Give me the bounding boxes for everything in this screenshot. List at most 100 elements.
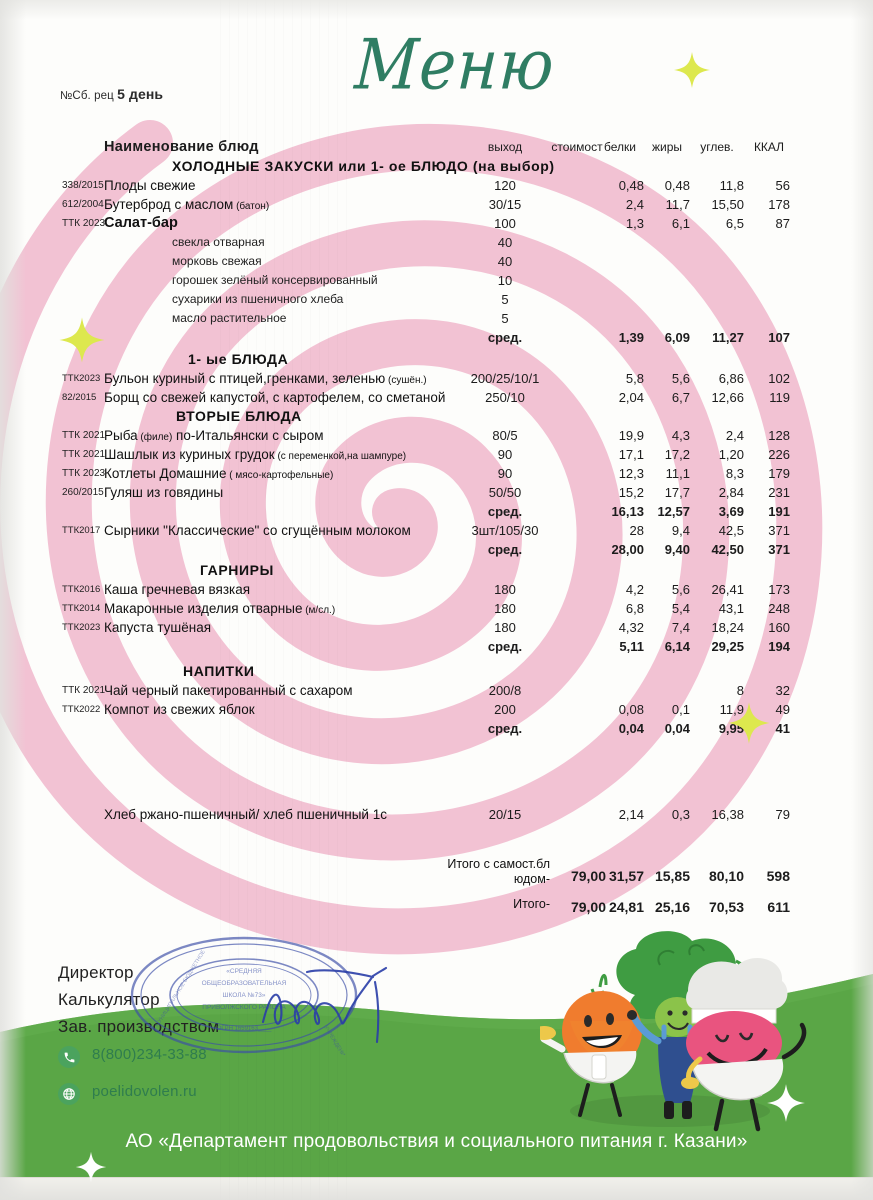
- th-kkal: ККАЛ: [753, 140, 785, 154]
- row-dish-name: Рыба (филе) по-Итальянски с сыром: [104, 428, 324, 443]
- totals-zhiry: 25,16: [654, 899, 690, 915]
- table-row: масло растительное 5: [0, 309, 873, 328]
- table-row: сред. 28,00 9,40 42,50 371: [0, 540, 873, 559]
- table-row: ТТК2023 Капуста тушёная 180 4,32 7,4 18,24 160: [0, 618, 873, 637]
- section-title: ГАРНИРЫ: [200, 562, 274, 578]
- code-prefix: №Сб. рец: [60, 90, 114, 102]
- row-dish-name: Чай черный пакетированный с сахаром: [104, 683, 353, 698]
- row-vyhod: 180: [494, 601, 516, 616]
- row-kkal: 32: [775, 683, 790, 698]
- row-vyhod: 100: [494, 216, 516, 231]
- row-vyhod: сред.: [487, 542, 523, 557]
- row-vyhod: 50/50: [488, 485, 522, 500]
- row-zhiry: 0,48: [664, 178, 690, 193]
- row-uglev: 9,95: [718, 721, 744, 736]
- row-uglev: 2,4: [725, 428, 744, 443]
- table-row: 82/2015 Борщ со свежей капустой, с картоф…: [0, 388, 873, 407]
- row-kkal: 194: [768, 639, 790, 654]
- th-belki: белки: [604, 140, 636, 154]
- table-row: ТТК2017 Сырники "Классические" со сгущённ…: [0, 521, 873, 540]
- row-kkal: 102: [768, 371, 790, 386]
- signature-role-1: Директор: [58, 963, 134, 982]
- row-uglev: 11,8: [719, 178, 744, 193]
- section-title: 1- ые БЛЮДА: [188, 351, 289, 367]
- table-row: ТТК2016 Каша гречневая вязкая 180 4,2 5,6 26,…: [0, 580, 873, 599]
- row-dish-name: Каша гречневая вязкая: [104, 582, 251, 597]
- th-uglev: углев.: [700, 140, 734, 154]
- row-zhiry: 6,14: [664, 639, 690, 654]
- row-vyhod: 90: [497, 466, 513, 481]
- row-uglev: 11,9: [719, 702, 744, 717]
- row-dish-note: (батон): [233, 201, 270, 212]
- phone-icon: [58, 1046, 80, 1068]
- row-kkal: 49: [775, 702, 790, 717]
- row-belki: 4,2: [625, 582, 644, 597]
- row-dish-note: (с переменкой,на шампуре): [274, 451, 407, 462]
- totals-uglev: 70,53: [708, 899, 744, 915]
- row-vyhod: 90: [497, 447, 513, 462]
- row-dish-name: Сырники "Классические" со сгущённым моло…: [104, 523, 411, 538]
- row-zhiry: 7,4: [671, 620, 690, 635]
- th-vyhod: выход: [487, 140, 523, 154]
- row-kkal: 226: [768, 447, 790, 462]
- row-uglev: 6,5: [725, 216, 744, 231]
- row-uglev: 26,41: [711, 582, 744, 597]
- row-kkal: 371: [768, 523, 790, 538]
- table-row: ТТК 2023 Салат-бар 100 1,3 6,1 6,5 87: [0, 214, 873, 233]
- table-row-bread: Хлеб ржано-пшеничный/ хлеб пшеничный 1с 2…: [0, 805, 873, 824]
- row-kkal: 119: [769, 390, 790, 405]
- row-vyhod: 10: [497, 273, 513, 288]
- phone-number[interactable]: 8(800)234-33-88: [92, 1046, 207, 1063]
- mascot-group: [532, 925, 830, 1140]
- section-title: ВТОРЫЕ БЛЮДА: [176, 408, 302, 424]
- row-uglev: 43,1: [718, 601, 744, 616]
- totals-kkal: 611: [767, 899, 790, 915]
- row-kkal: 248: [768, 601, 790, 616]
- row-vyhod: 20/15: [488, 807, 522, 822]
- row-belki: 17,1: [618, 447, 644, 462]
- table-row: ТТК2014 Макаронные изделия отварные (м/сл…: [0, 599, 873, 618]
- row-dish-note: (сушён.): [385, 375, 427, 386]
- row-uglev: 42,5: [718, 523, 744, 538]
- row-zhiry: 11,7: [665, 197, 690, 212]
- table-row: ТТК 2021 Чай черный пакетированный с саха…: [0, 681, 873, 700]
- row-uglev: 8: [736, 683, 744, 698]
- row-dish-note: ( мясо-картофельные): [226, 470, 334, 481]
- row-belki: 6,8: [625, 601, 644, 616]
- website-url[interactable]: poelidovolen.ru: [92, 1083, 197, 1100]
- row-dish-name: Бульон куриный с птицей,гренками, зелень…: [104, 371, 427, 386]
- table-section-header: ВТОРЫЕ БЛЮДА: [0, 407, 873, 426]
- table-header-row: Наименование блюд выход стоимост белки ж…: [0, 137, 873, 157]
- row-uglev: 18,24: [711, 620, 744, 635]
- row-kkal: 160: [768, 620, 790, 635]
- row-dish-name: Борщ со свежей капустой, с картофелем, с…: [104, 390, 446, 405]
- row-vyhod: 180: [494, 620, 516, 635]
- table-row: свекла отварная 40: [0, 233, 873, 252]
- row-kkal: 56: [775, 178, 790, 193]
- row-uglev: 8,3: [725, 466, 744, 481]
- page-bottom-strip: [0, 1177, 873, 1200]
- row-kkal: 178: [768, 197, 790, 212]
- row-vyhod: 120: [494, 178, 516, 193]
- row-vyhod: 180: [494, 582, 516, 597]
- row-kkal: 231: [768, 485, 790, 500]
- row-dish-name: Хлеб ржано-пшеничный/ хлеб пшеничный 1с: [104, 807, 387, 822]
- row-belki: 5,11: [619, 639, 644, 654]
- row-dish-name: горошек зелёный консервированный: [172, 273, 378, 287]
- row-uglev: 15,50: [711, 197, 744, 212]
- table-row: сред. 5,11 6,14 29,25 194: [0, 637, 873, 656]
- row-belki: 0,48: [618, 178, 644, 193]
- totals-label: Итого с самост.бл юдом-: [447, 857, 550, 886]
- signature-role-3: Зав. производством: [58, 1017, 220, 1036]
- row-zhiry: 11,1: [665, 466, 690, 481]
- row-dish-note: (м/сл.): [302, 605, 336, 616]
- row-uglev: 1,20: [718, 447, 744, 462]
- row-dish-name: Шашлык из куриных грудок (с переменкой,н…: [104, 447, 407, 462]
- row-zhiry: 0,04: [664, 721, 690, 736]
- row-vyhod: 40: [497, 254, 513, 269]
- row-zhiry: 5,4: [671, 601, 690, 616]
- row-dish-name: свекла отварная: [172, 235, 265, 249]
- table-section-header: НАПИТКИ: [0, 662, 873, 681]
- footer-organization: АО «Департамент продовольствия и социаль…: [125, 1131, 748, 1152]
- row-zhiry: 0,3: [671, 807, 690, 822]
